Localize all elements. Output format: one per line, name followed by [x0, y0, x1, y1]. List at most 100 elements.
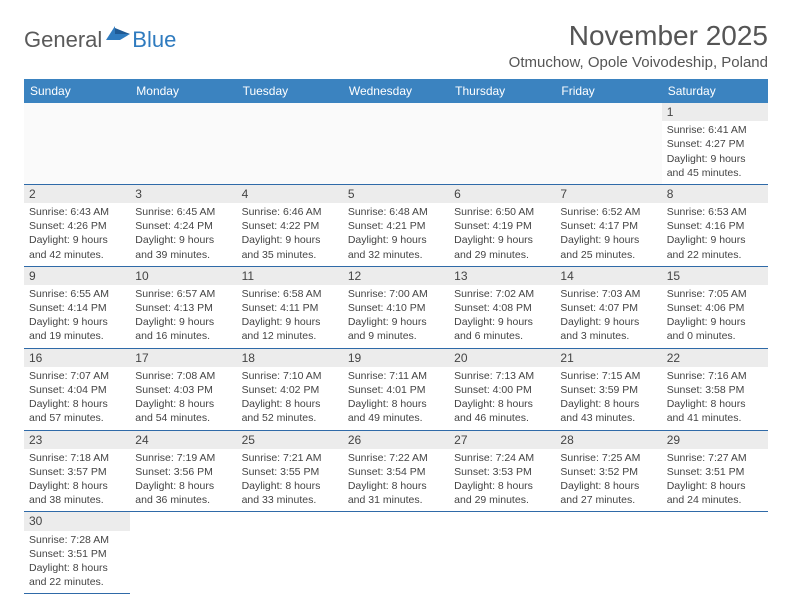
day-number: 23 — [24, 431, 130, 449]
daylight-line-2: and 22 minutes. — [667, 248, 763, 262]
calendar-day-cell: 17Sunrise: 7:08 AMSunset: 4:03 PMDayligh… — [130, 349, 236, 431]
sunrise-line: Sunrise: 7:28 AM — [29, 533, 125, 547]
sunrise-line: Sunrise: 6:48 AM — [348, 205, 444, 219]
day-content: Sunrise: 7:16 AMSunset: 3:58 PMDaylight:… — [662, 367, 768, 430]
sunrise-line: Sunrise: 7:03 AM — [560, 287, 656, 301]
daylight-line-2: and 9 minutes. — [348, 329, 444, 343]
sunrise-line: Sunrise: 7:25 AM — [560, 451, 656, 465]
sunset-line: Sunset: 4:06 PM — [667, 301, 763, 315]
sunset-line: Sunset: 4:04 PM — [29, 383, 125, 397]
sunset-line: Sunset: 4:26 PM — [29, 219, 125, 233]
weekday-header: Thursday — [449, 79, 555, 103]
calendar-day-cell: 6Sunrise: 6:50 AMSunset: 4:19 PMDaylight… — [449, 185, 555, 267]
day-content: Sunrise: 7:18 AMSunset: 3:57 PMDaylight:… — [24, 449, 130, 512]
day-number: 1 — [662, 103, 768, 121]
sunset-line: Sunset: 4:17 PM — [560, 219, 656, 233]
daylight-line-2: and 29 minutes. — [454, 493, 550, 507]
logo-text-blue: Blue — [132, 27, 176, 53]
daylight-line-2: and 6 minutes. — [454, 329, 550, 343]
day-content: Sunrise: 7:24 AMSunset: 3:53 PMDaylight:… — [449, 449, 555, 512]
sunset-line: Sunset: 3:52 PM — [560, 465, 656, 479]
logo-flag-icon — [106, 26, 132, 49]
calendar-day-cell: 26Sunrise: 7:22 AMSunset: 3:54 PMDayligh… — [343, 431, 449, 513]
daylight-line-1: Daylight: 8 hours — [667, 397, 763, 411]
daylight-line-1: Daylight: 9 hours — [242, 315, 338, 329]
daylight-line-2: and 12 minutes. — [242, 329, 338, 343]
sunrise-line: Sunrise: 7:08 AM — [135, 369, 231, 383]
sunrise-line: Sunrise: 7:00 AM — [348, 287, 444, 301]
sunrise-line: Sunrise: 6:55 AM — [29, 287, 125, 301]
daylight-line-1: Daylight: 9 hours — [454, 315, 550, 329]
calendar-day-cell: 27Sunrise: 7:24 AMSunset: 3:53 PMDayligh… — [449, 431, 555, 513]
daylight-line-2: and 35 minutes. — [242, 248, 338, 262]
daylight-line-1: Daylight: 9 hours — [560, 233, 656, 247]
weekday-header: Sunday — [24, 79, 130, 103]
calendar-day-cell: 23Sunrise: 7:18 AMSunset: 3:57 PMDayligh… — [24, 431, 130, 513]
day-content: Sunrise: 6:52 AMSunset: 4:17 PMDaylight:… — [555, 203, 661, 266]
day-number: 10 — [130, 267, 236, 285]
calendar-day-cell: 16Sunrise: 7:07 AMSunset: 4:04 PMDayligh… — [24, 349, 130, 431]
daylight-line-1: Daylight: 8 hours — [560, 397, 656, 411]
sunset-line: Sunset: 4:14 PM — [29, 301, 125, 315]
day-number: 17 — [130, 349, 236, 367]
daylight-line-2: and 19 minutes. — [29, 329, 125, 343]
day-number: 3 — [130, 185, 236, 203]
sunset-line: Sunset: 3:54 PM — [348, 465, 444, 479]
sunset-line: Sunset: 4:16 PM — [667, 219, 763, 233]
sunrise-line: Sunrise: 7:11 AM — [348, 369, 444, 383]
daylight-line-1: Daylight: 9 hours — [242, 233, 338, 247]
sunset-line: Sunset: 4:11 PM — [242, 301, 338, 315]
daylight-line-1: Daylight: 9 hours — [348, 315, 444, 329]
day-number: 7 — [555, 185, 661, 203]
sunset-line: Sunset: 3:59 PM — [560, 383, 656, 397]
sunrise-line: Sunrise: 7:05 AM — [667, 287, 763, 301]
daylight-line-2: and 0 minutes. — [667, 329, 763, 343]
day-number: 14 — [555, 267, 661, 285]
daylight-line-1: Daylight: 9 hours — [348, 233, 444, 247]
page-title: November 2025 — [509, 20, 768, 52]
daylight-line-2: and 46 minutes. — [454, 411, 550, 425]
daylight-line-1: Daylight: 8 hours — [348, 397, 444, 411]
sunset-line: Sunset: 3:55 PM — [242, 465, 338, 479]
calendar-day-cell: 21 Sunrise: 7:15 AMSunset: 3:59 PMDayligh… — [555, 349, 661, 431]
daylight-line-1: Daylight: 9 hours — [667, 315, 763, 329]
day-content: Sunrise: 6:41 AMSunset: 4:27 PMDaylight:… — [662, 121, 768, 184]
daylight-line-2: and 42 minutes. — [29, 248, 125, 262]
weekday-header: Tuesday — [237, 79, 343, 103]
daylight-line-2: and 33 minutes. — [242, 493, 338, 507]
day-content: Sunrise: 7:13 AMSunset: 4:00 PMDaylight:… — [449, 367, 555, 430]
daylight-line-1: Daylight: 8 hours — [242, 479, 338, 493]
daylight-line-2: and 32 minutes. — [348, 248, 444, 262]
daylight-line-2: and 36 minutes. — [135, 493, 231, 507]
day-content: Sunrise: 7:10 AMSunset: 4:02 PMDaylight:… — [237, 367, 343, 430]
calendar-empty-cell — [555, 103, 661, 185]
day-number: 6 — [449, 185, 555, 203]
sunset-line: Sunset: 4:24 PM — [135, 219, 231, 233]
day-number: 22 — [662, 349, 768, 367]
daylight-line-1: Daylight: 8 hours — [348, 479, 444, 493]
day-number: 28 — [555, 431, 661, 449]
header: General Blue November 2025 Otmuchow, Opo… — [24, 20, 768, 71]
sunset-line: Sunset: 4:27 PM — [667, 137, 763, 151]
calendar-empty-cell — [237, 103, 343, 185]
sunset-line: Sunset: 3:51 PM — [29, 547, 125, 561]
daylight-line-2: and 31 minutes. — [348, 493, 444, 507]
day-number: 21 — [555, 349, 661, 367]
location-subtitle: Otmuchow, Opole Voivodeship, Poland — [509, 54, 768, 71]
sunrise-line: Sunrise: 6:58 AM — [242, 287, 338, 301]
calendar-body: 1Sunrise: 6:41 AMSunset: 4:27 PMDaylight… — [24, 103, 768, 594]
day-content: Sunrise: 6:53 AMSunset: 4:16 PMDaylight:… — [662, 203, 768, 266]
sunset-line: Sunset: 3:53 PM — [454, 465, 550, 479]
daylight-line-2: and 39 minutes. — [135, 248, 231, 262]
weekday-header: Monday — [130, 79, 236, 103]
calendar-day-cell: 20Sunrise: 7:13 AMSunset: 4:00 PMDayligh… — [449, 349, 555, 431]
sunrise-line: Sunrise: 7:15 AM — [560, 369, 656, 383]
day-number: 29 — [662, 431, 768, 449]
day-number: 27 — [449, 431, 555, 449]
sunset-line: Sunset: 4:07 PM — [560, 301, 656, 315]
calendar-day-cell: 3Sunrise: 6:45 AMSunset: 4:24 PMDaylight… — [130, 185, 236, 267]
daylight-line-1: Daylight: 8 hours — [135, 397, 231, 411]
daylight-line-2: and 24 minutes. — [667, 493, 763, 507]
title-block: November 2025 Otmuchow, Opole Voivodeshi… — [509, 20, 768, 71]
calendar-day-cell: 9Sunrise: 6:55 AMSunset: 4:14 PMDaylight… — [24, 267, 130, 349]
